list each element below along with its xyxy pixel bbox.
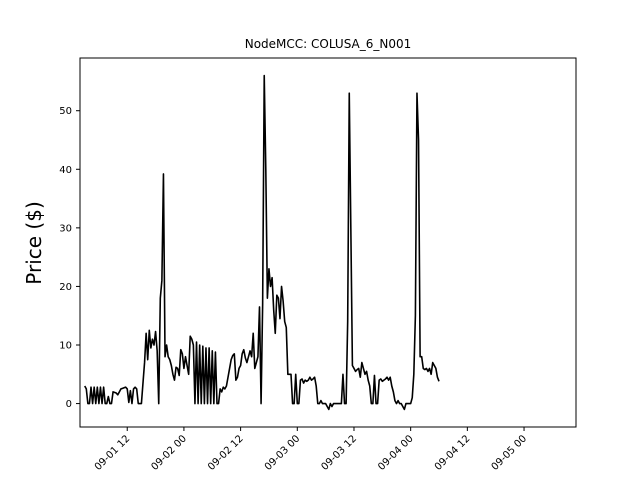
- y-tick-label: 40: [59, 165, 72, 176]
- y-tick-label: 50: [59, 106, 72, 117]
- y-tick-label: 10: [59, 341, 72, 352]
- price-series-line: [84, 74, 440, 411]
- y-axis-label: Price ($): [22, 201, 46, 284]
- plot-area-frame: [79, 57, 577, 428]
- y-tick-label: 20: [59, 282, 72, 293]
- y-tick-label: 0: [66, 399, 72, 410]
- y-tick-label: 30: [59, 223, 72, 234]
- chart-title: NodeMCC: COLUSA_6_N001: [245, 37, 412, 51]
